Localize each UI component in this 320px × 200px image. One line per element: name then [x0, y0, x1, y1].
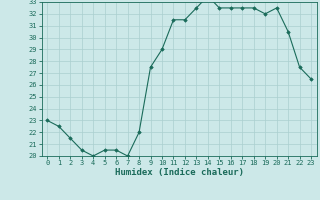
X-axis label: Humidex (Indice chaleur): Humidex (Indice chaleur) [115, 168, 244, 177]
